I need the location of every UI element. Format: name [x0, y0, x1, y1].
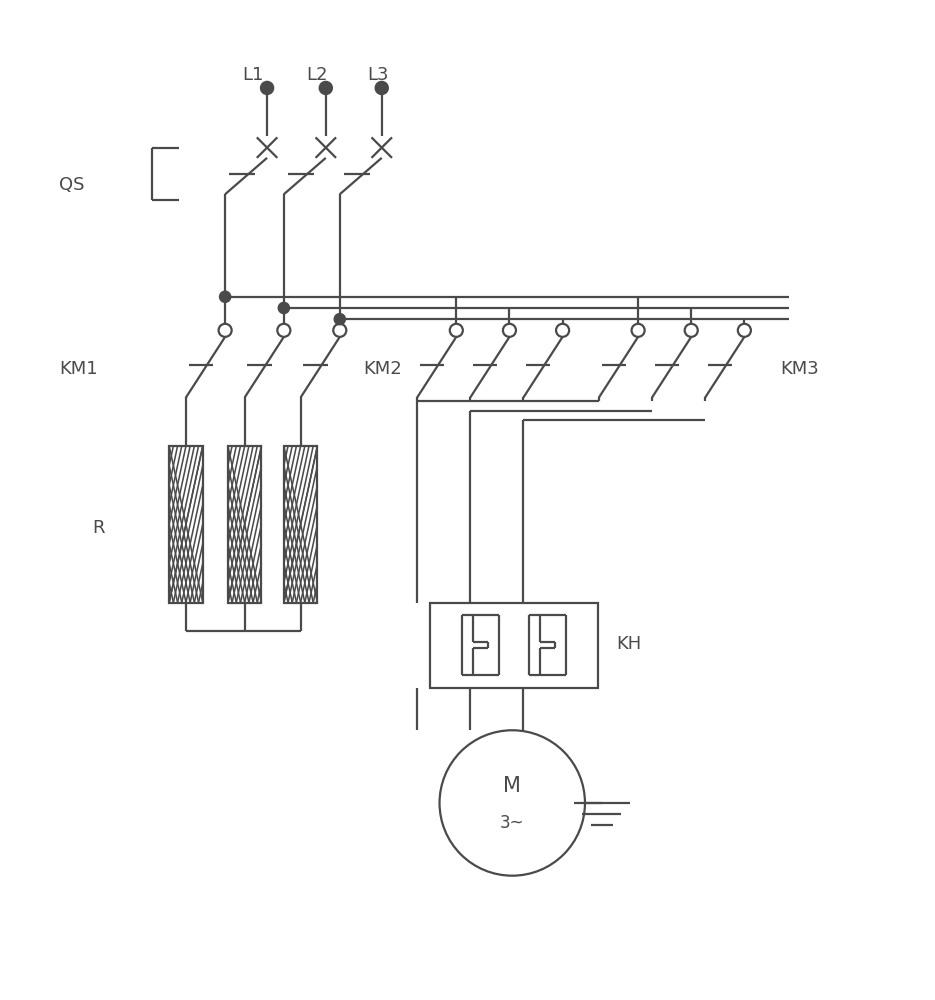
Text: M: M [503, 776, 521, 796]
Text: L2: L2 [307, 66, 328, 84]
Circle shape [319, 81, 332, 94]
Circle shape [261, 81, 274, 94]
Bar [430, 603, 598, 688]
Text: KM3: KM3 [781, 360, 819, 378]
Text: L1: L1 [242, 66, 264, 84]
Text: KM2: KM2 [363, 360, 402, 378]
Bar [284, 446, 317, 603]
Text: R: R [93, 519, 106, 537]
Text: KH: KH [617, 635, 642, 653]
Text: KM1: KM1 [59, 360, 98, 378]
Circle shape [334, 314, 345, 325]
Bar [228, 446, 262, 603]
Circle shape [375, 81, 388, 94]
Bar [169, 446, 203, 603]
Circle shape [279, 302, 290, 314]
Text: QS: QS [59, 176, 85, 194]
Circle shape [220, 291, 231, 302]
Text: 3~: 3~ [500, 814, 525, 832]
Text: L3: L3 [367, 66, 388, 84]
